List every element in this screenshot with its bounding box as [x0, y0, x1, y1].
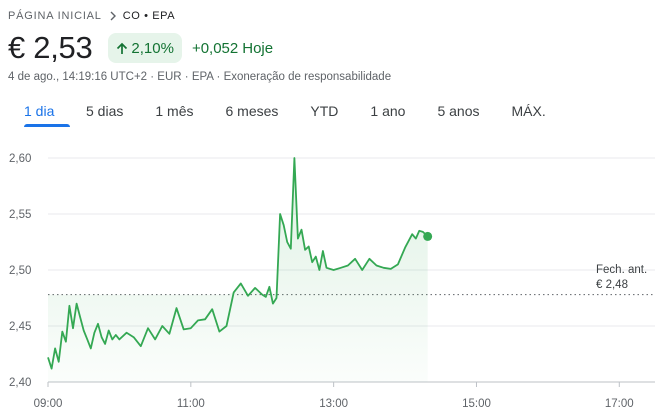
- change-percent-value: 2,10%: [131, 39, 174, 57]
- range-tabs: 1 dia 5 dias 1 mês 6 meses YTD 1 ano 5 a…: [8, 97, 546, 127]
- tab-5-years[interactable]: 5 anos: [437, 103, 480, 119]
- quote-exchange: EPA: [191, 71, 214, 83]
- quote-header: € 2,53 2,10% +0,052 Hoje: [8, 30, 273, 66]
- y-tick-label: 2,50: [9, 265, 31, 277]
- breadcrumb-home-link[interactable]: PÁGINA INICIAL: [8, 10, 102, 22]
- change-percent-badge: 2,10%: [108, 33, 182, 63]
- tab-1-month[interactable]: 1 mês: [155, 103, 194, 119]
- quote-currency: EUR: [157, 71, 182, 83]
- quote-datetime: 4 de ago., 14:19:16 UTC+2: [8, 71, 148, 83]
- change-period: Hoje: [242, 39, 274, 57]
- current-price: € 2,53: [8, 30, 93, 65]
- change-absolute-value: +0,052: [191, 39, 239, 57]
- current-price-dot: [423, 231, 433, 241]
- x-tick-label: 09:00: [34, 398, 63, 410]
- previous-close-value: € 2,48: [596, 279, 628, 291]
- breadcrumb-ticker: CO • EPA: [122, 10, 176, 22]
- x-tick-label: 13:00: [319, 398, 348, 410]
- chevron-right-icon: [109, 11, 117, 21]
- quote-meta: 4 de ago., 14:19:16 UTC+2 · EUR · EPA · …: [8, 71, 392, 83]
- previous-close-title: Fech. ant.: [596, 264, 648, 276]
- tab-6-months[interactable]: 6 meses: [225, 103, 279, 119]
- y-tick-label: 2,55: [9, 209, 31, 221]
- breadcrumb: PÁGINA INICIAL CO • EPA: [8, 8, 175, 24]
- price-area-fill: [48, 158, 428, 382]
- y-tick-label: 2,40: [9, 377, 31, 389]
- x-tick-label: 11:00: [177, 398, 205, 410]
- y-tick-label: 2,45: [9, 321, 31, 333]
- tab-ytd[interactable]: YTD: [310, 103, 339, 119]
- tab-1-day[interactable]: 1 dia: [24, 97, 70, 127]
- arrow-up-icon: [116, 42, 128, 55]
- price-chart[interactable]: 2,40 2,45 2,50 2,55 2,60 09:00 11:00 13:00 15:00…: [0, 136, 667, 419]
- price-line: [47, 157, 429, 370]
- disclaimer-link[interactable]: Exoneração de responsabilidade: [223, 71, 392, 83]
- change-absolute: +0,052 Hoje: [192, 40, 273, 57]
- previous-close-label: Fech. ant. € 2,48: [596, 263, 647, 293]
- price-chart-svg[interactable]: 2,40 2,45 2,50 2,55 2,60 09:00 11:00 13:00 15:00…: [0, 136, 667, 419]
- tab-5-days[interactable]: 5 dias: [86, 103, 124, 119]
- y-tick-label: 2,60: [9, 153, 31, 165]
- tab-max[interactable]: MÁX.: [511, 103, 546, 119]
- x-tick-label: 15:00: [462, 398, 491, 410]
- tab-1-year[interactable]: 1 ano: [370, 103, 406, 119]
- x-tick-label: 17:00: [605, 398, 634, 410]
